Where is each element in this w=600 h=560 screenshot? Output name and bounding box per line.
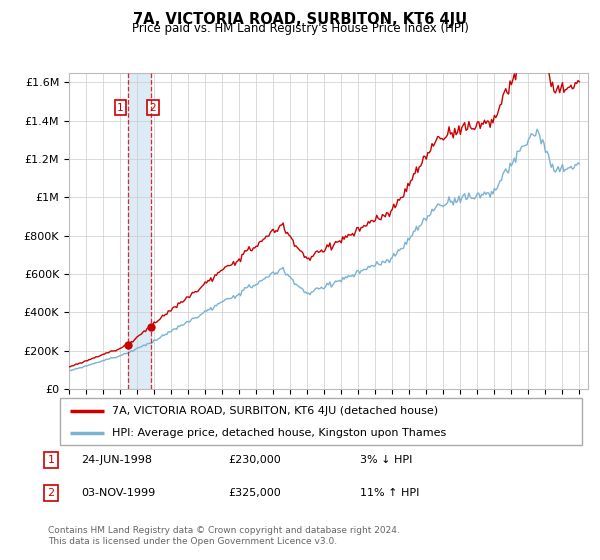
Text: 1: 1	[47, 455, 55, 465]
Bar	[128, 73, 151, 389]
Text: 3% ↓ HPI: 3% ↓ HPI	[360, 455, 412, 465]
Text: £230,000: £230,000	[228, 455, 281, 465]
Text: 11% ↑ HPI: 11% ↑ HPI	[360, 488, 419, 498]
Text: £325,000: £325,000	[228, 488, 281, 498]
Text: Contains HM Land Registry data © Crown copyright and database right 2024.
This d: Contains HM Land Registry data © Crown c…	[48, 526, 400, 546]
Text: 7A, VICTORIA ROAD, SURBITON, KT6 4JU: 7A, VICTORIA ROAD, SURBITON, KT6 4JU	[133, 12, 467, 27]
Text: 7A, VICTORIA ROAD, SURBITON, KT6 4JU (detached house): 7A, VICTORIA ROAD, SURBITON, KT6 4JU (de…	[112, 406, 439, 416]
Text: 2: 2	[150, 102, 157, 113]
Text: 2: 2	[47, 488, 55, 498]
Text: HPI: Average price, detached house, Kingston upon Thames: HPI: Average price, detached house, King…	[112, 428, 446, 438]
Text: 1: 1	[117, 102, 124, 113]
Text: Price paid vs. HM Land Registry's House Price Index (HPI): Price paid vs. HM Land Registry's House …	[131, 22, 469, 35]
FancyBboxPatch shape	[60, 398, 582, 445]
Text: 03-NOV-1999: 03-NOV-1999	[81, 488, 155, 498]
Text: 24-JUN-1998: 24-JUN-1998	[81, 455, 152, 465]
